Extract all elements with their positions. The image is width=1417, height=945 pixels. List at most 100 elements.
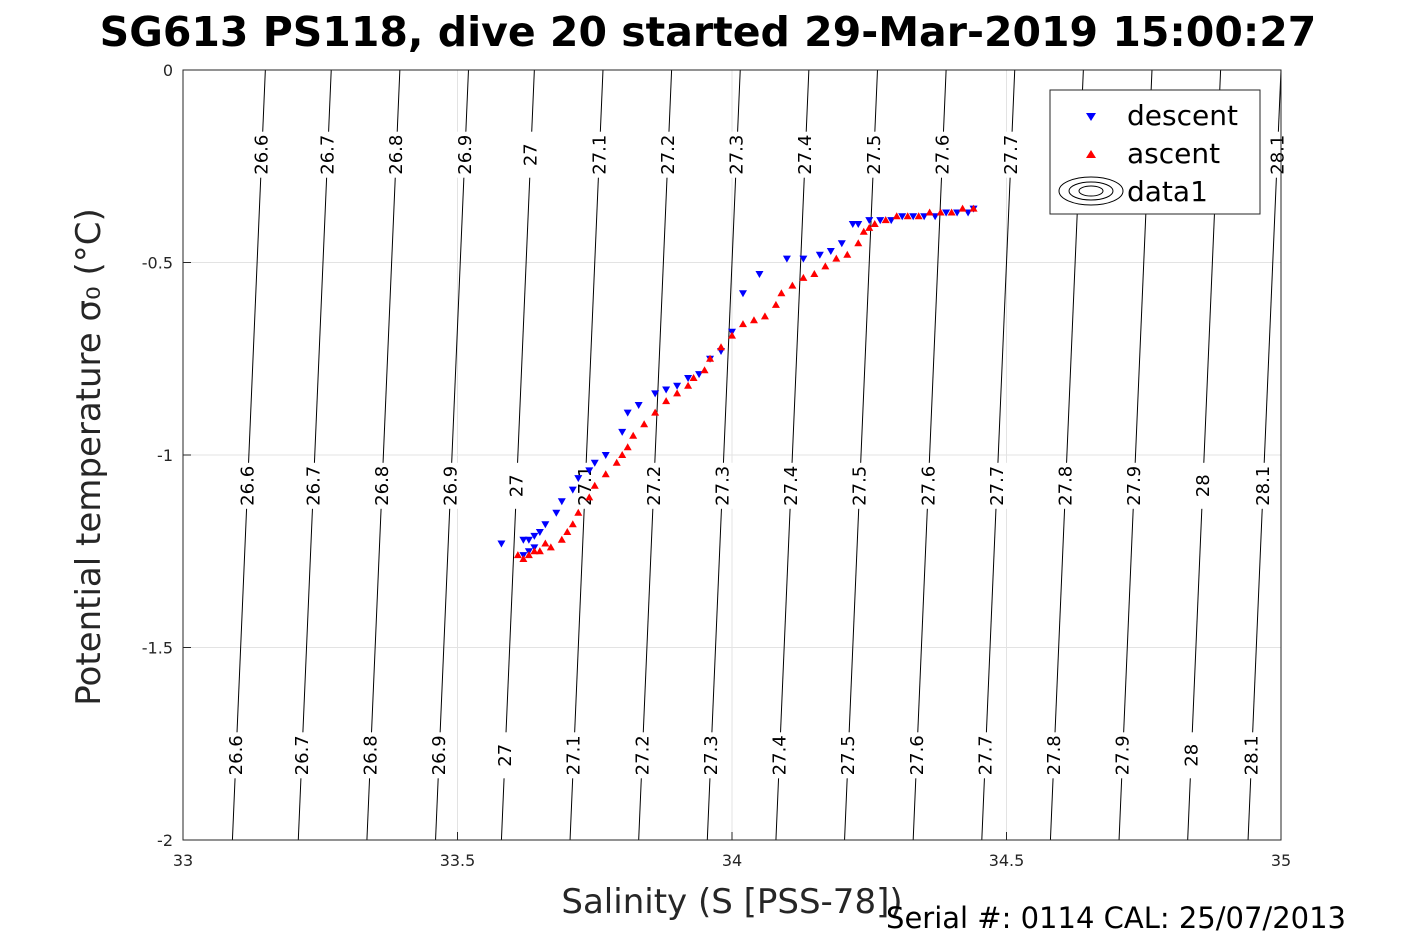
contour-label-26.7-row2: 26.7 (292, 735, 313, 775)
ascent-point-16 (810, 270, 818, 277)
contour-label-26.7-row0: 26.7 (318, 135, 339, 175)
data-series (497, 205, 977, 562)
ascent-point-14 (832, 255, 840, 262)
contour-label-27.3-row1: 27.3 (712, 466, 733, 506)
x-axis-label: Salinity (S [PSS-78]) (561, 882, 902, 922)
ascent-point-42 (569, 520, 577, 527)
descent-point-14 (827, 248, 835, 255)
descent-point-30 (618, 429, 626, 436)
ascent-point-27 (701, 366, 709, 373)
contour-label-27.7-row2: 27.7 (975, 735, 996, 775)
ascent-point-9 (871, 220, 879, 227)
ascent-point-23 (739, 320, 747, 327)
y-tick-label-2: -1 (157, 446, 173, 465)
contour-label-27.5-row0: 27.5 (864, 135, 885, 175)
contour-label-27.1-row0: 27.1 (589, 135, 610, 175)
x-tick-label-4: 35 (1271, 851, 1291, 870)
contour-label-27-row1: 27 (507, 474, 528, 497)
contour-label-27-row0: 27 (521, 143, 542, 166)
contour-label-26.9-row0: 26.9 (455, 135, 476, 175)
legend-descent-label: descent (1127, 99, 1238, 132)
contour-label-26.9-row1: 26.9 (441, 466, 462, 506)
chart: SG613 PS118, dive 20 started 29-Mar-2019… (0, 0, 1417, 945)
contour-label-26.8-row1: 26.8 (372, 466, 393, 506)
contour-label-27.6-row2: 27.6 (907, 735, 928, 775)
contour-label-27.1-row2: 27.1 (564, 735, 585, 775)
contour-label-26.6-row0: 26.6 (252, 135, 273, 175)
descent-point-37 (552, 510, 560, 517)
x-tick-label-0: 33 (173, 851, 193, 870)
contour-label-28.1-row0: 28.1 (1267, 135, 1288, 175)
descent-point-17 (783, 256, 791, 263)
ascent-point-18 (788, 282, 796, 289)
descent-point-38 (541, 521, 549, 528)
contour-label-26.6-row1: 26.6 (238, 466, 259, 506)
contour-label-27.2-row1: 27.2 (644, 466, 665, 506)
contour-label-26.8-row0: 26.8 (386, 135, 407, 175)
ascent-point-32 (651, 409, 659, 416)
descent-point-13 (838, 240, 846, 247)
descent-point-10 (865, 217, 873, 224)
descent-point-18 (755, 271, 763, 278)
x-tick-label-1: 33.5 (440, 851, 476, 870)
ascent-point-4 (926, 208, 934, 215)
serial-cal-footer: Serial #: 0114 CAL: 25/07/2013 (886, 901, 1346, 935)
ascent-point-33 (640, 420, 648, 427)
contour-label-26.7-row1: 26.7 (303, 466, 324, 506)
contour-label-27.3-row2: 27.3 (701, 735, 722, 775)
x-tick-label-2: 34 (722, 851, 742, 870)
ascent-point-20 (772, 301, 780, 308)
contour-label-26.6-row2: 26.6 (226, 735, 247, 775)
y-axis-label: Potential temperature σ₀ (°C) (69, 208, 109, 706)
contour-label-27.4-row2: 27.4 (770, 735, 791, 775)
descent-point-28 (635, 402, 643, 409)
contour-label-27.5-row2: 27.5 (838, 735, 859, 775)
ascent-point-22 (750, 316, 758, 323)
ascent-point-21 (761, 312, 769, 319)
ascent-point-29 (684, 382, 692, 389)
descent-point-42 (519, 537, 527, 544)
descent-point-29 (624, 410, 632, 417)
contour-label-28-row2: 28 (1181, 744, 1202, 767)
y-tick-label-3: -1.5 (142, 639, 173, 658)
chart-title: SG613 PS118, dive 20 started 29-Mar-2019… (100, 8, 1317, 56)
contour-label-26.8-row2: 26.8 (361, 735, 382, 775)
contour-label-27.6-row0: 27.6 (932, 135, 953, 175)
contour-label-28.1-row1: 28.1 (1253, 466, 1274, 506)
contour-label-27.2-row2: 27.2 (632, 735, 653, 775)
y-tick-label-4: -2 (157, 831, 173, 850)
contour-label-27.9-row1: 27.9 (1124, 466, 1145, 506)
contour-label-27.6-row1: 27.6 (918, 466, 939, 506)
contour-label-27.4-row1: 27.4 (781, 466, 802, 506)
ascent-point-38 (602, 470, 610, 477)
y-tick-label-1: -0.5 (142, 254, 173, 273)
y-tick-label-0: 0 (163, 61, 173, 80)
contour-label-27.3-row0: 27.3 (727, 135, 748, 175)
contour-label-27.2-row0: 27.2 (658, 135, 679, 175)
contour-label-27.9-row2: 27.9 (1113, 735, 1134, 775)
contour-label-27.4-row0: 27.4 (795, 135, 816, 175)
descent-point-46 (497, 541, 505, 548)
descent-point-19 (739, 290, 747, 297)
descent-point-25 (673, 383, 681, 390)
ascent-point-31 (662, 397, 670, 404)
ascent-point-34 (629, 432, 637, 439)
ascent-point-41 (574, 509, 582, 516)
legend: descent ascent data1 (1050, 90, 1260, 214)
legend-data1-label: data1 (1127, 175, 1208, 208)
ascent-point-35 (624, 443, 632, 450)
descent-point-12 (849, 221, 857, 228)
x-tick-label-3: 34.5 (989, 851, 1025, 870)
ascent-point-12 (854, 239, 862, 246)
contour-label-28.1-row2: 28.1 (1242, 735, 1263, 775)
contour-label-26.9-row2: 26.9 (429, 735, 450, 775)
ascent-point-37 (613, 459, 621, 466)
ascent-point-44 (558, 536, 566, 543)
contour-label-27.7-row0: 27.7 (1001, 135, 1022, 175)
ascent-point-1 (959, 205, 967, 212)
descent-point-26 (662, 387, 670, 394)
descent-point-15 (816, 252, 824, 259)
ascent-point-13 (843, 251, 851, 258)
descent-point-36 (558, 498, 566, 505)
ascent-point-43 (563, 528, 571, 535)
